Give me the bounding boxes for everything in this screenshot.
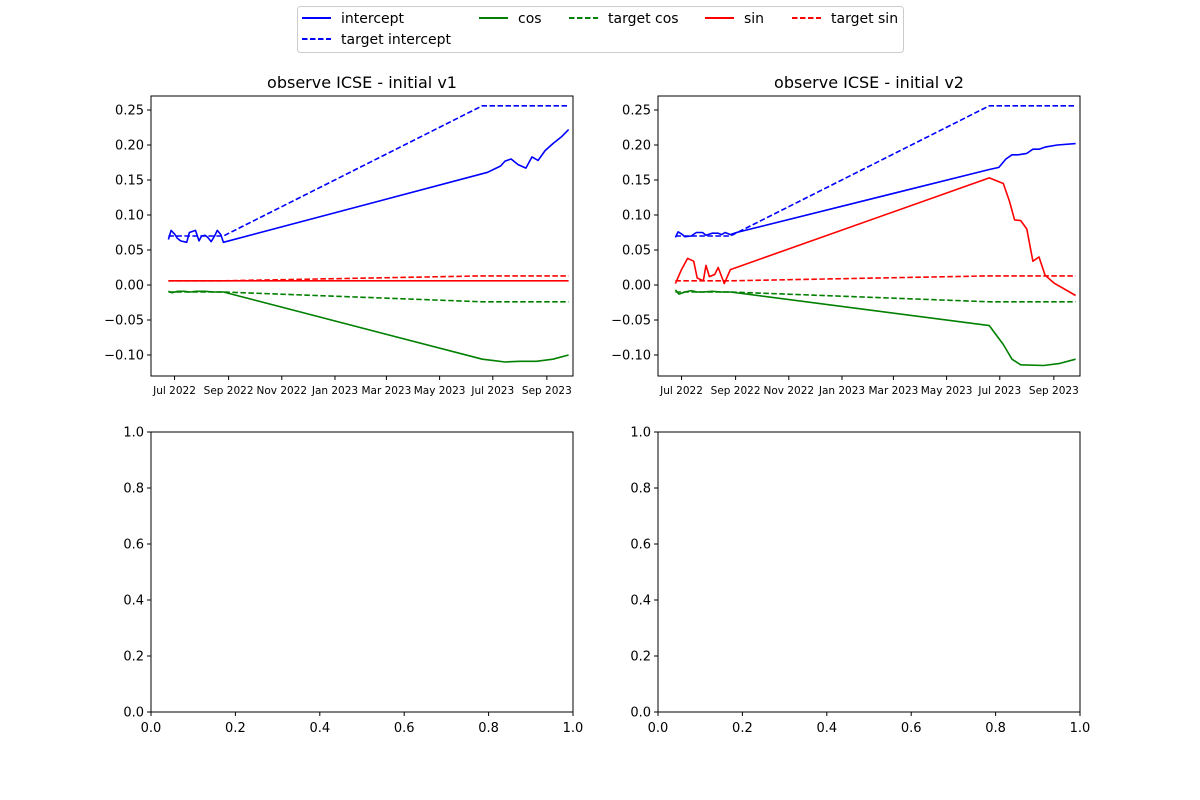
y-tick-label: 0.8 [630, 482, 651, 497]
x-tick-label: Nov 2022 [764, 385, 815, 397]
y-tick-label: 1.0 [630, 426, 651, 441]
subplot-4: 0.0 0.2 0.4 0.6 0.8 1.0 0.0 0.2 0.4 0.6 0.8 1.0 [630, 426, 1090, 737]
legend-label: target cos [608, 11, 679, 27]
y-tick-label: 0.0 [123, 706, 144, 721]
legend-label: target intercept [341, 32, 452, 48]
axes-frame [150, 431, 574, 713]
series-line-target-sin [168, 275, 569, 282]
legend-label: cos [518, 11, 542, 27]
legend: intercept target intercept cos target cos si… [297, 6, 904, 53]
x-tick-label: 1.0 [1070, 721, 1091, 736]
y-tick-label: 0.6 [123, 538, 144, 553]
x-tick-label: Jul 2023 [977, 385, 1021, 397]
x-tick-label: Mar 2023 [868, 385, 918, 397]
series-line-target-intercept [168, 105, 569, 237]
series-group [674, 105, 1077, 367]
y-tick-label: 0.20 [115, 139, 144, 154]
x-tick-label: 0.8 [985, 721, 1006, 736]
series-line-target-cos [168, 291, 569, 303]
x-tick-label: 0.6 [901, 721, 922, 736]
legend-item: cos [479, 11, 542, 27]
y-tick-label: 0.6 [630, 538, 651, 553]
x-tick-label: Sep 2023 [1029, 385, 1079, 397]
y-tick-label: 0.2 [630, 650, 651, 665]
y-tick-label: 0.4 [630, 594, 651, 609]
chart-title: observe ICSE - initial v1 [267, 73, 457, 92]
y-tick-label: 0.10 [115, 209, 144, 224]
y-tick-label: 0.2 [123, 650, 144, 665]
legend-item: sin [705, 11, 764, 27]
x-tick-label: Jan 2023 [311, 385, 358, 397]
series-line-intercept [674, 142, 1076, 238]
x-tick-label: Jul 2023 [470, 385, 514, 397]
y-tick-label: 0.4 [123, 594, 144, 609]
x-tick-label: Jul 2022 [659, 385, 703, 397]
series-group [167, 105, 570, 363]
y-tick-label: 0.00 [115, 279, 144, 294]
y-tick-label: 0.25 [622, 104, 651, 119]
x-tick-label: Mar 2023 [361, 385, 411, 397]
legend-item: intercept [302, 11, 405, 27]
series-line-target-sin [675, 275, 1076, 282]
x-tick-label: May 2023 [414, 385, 466, 397]
legend-item: target cos [569, 11, 679, 27]
x-tick-label: 0.0 [648, 721, 669, 736]
series-line-sin [674, 177, 1077, 297]
series-line-target-intercept [675, 105, 1076, 237]
legend-label: intercept [341, 11, 405, 27]
y-tick-label: −0.10 [104, 349, 144, 364]
y-tick-label: 0.8 [123, 482, 144, 497]
x-tick-label: 0.2 [225, 721, 246, 736]
subplot-1: 0.25 0.20 0.15 0.10 0.05 0.00 −0.05 −0.10 Jul 20… [104, 73, 574, 397]
y-tick-label: −0.05 [611, 314, 651, 329]
series-line-intercept [167, 129, 570, 244]
x-tick-label: Sep 2022 [711, 385, 761, 397]
x-tick-label: Jul 2022 [152, 385, 196, 397]
x-tick-label: 0.2 [732, 721, 753, 736]
legend-label: target sin [831, 11, 898, 27]
legend-box [297, 6, 904, 53]
y-tick-label: 0.20 [622, 139, 651, 154]
x-tick-label: May 2023 [921, 385, 973, 397]
x-tick-label: 0.4 [309, 721, 330, 736]
x-tick-label: Jan 2023 [818, 385, 865, 397]
y-tick-label: 0.0 [630, 706, 651, 721]
axes-frame [657, 95, 1081, 377]
legend-label: sin [744, 11, 764, 27]
x-tick-label: 0.6 [394, 721, 415, 736]
subplot-3: 0.0 0.2 0.4 0.6 0.8 1.0 0.0 0.2 0.4 0.6 0.8 1.0 [123, 426, 583, 737]
legend-item: target sin [792, 11, 898, 27]
x-tick-label: 0.0 [141, 721, 162, 736]
x-tick-label: Nov 2022 [257, 385, 308, 397]
axes-frame [657, 431, 1081, 713]
y-tick-label: 0.10 [622, 209, 651, 224]
y-tick-label: 1.0 [123, 426, 144, 441]
y-tick-label: 0.15 [622, 174, 651, 189]
y-tick-label: 0.15 [115, 174, 144, 189]
legend-item: target intercept [302, 32, 452, 48]
y-tick-label: −0.10 [611, 349, 651, 364]
y-tick-label: 0.05 [622, 244, 651, 259]
y-tick-label: 0.00 [622, 279, 651, 294]
x-tick-label: 1.0 [563, 721, 584, 736]
y-tick-label: 0.25 [115, 104, 144, 119]
x-tick-label: 0.4 [816, 721, 837, 736]
series-line-target-cos [675, 291, 1076, 303]
x-tick-label: 0.8 [478, 721, 499, 736]
chart-title: observe ICSE - initial v2 [774, 73, 964, 92]
x-tick-label: Sep 2023 [522, 385, 572, 397]
y-tick-label: 0.05 [115, 244, 144, 259]
x-tick-label: Sep 2022 [204, 385, 254, 397]
axes-frame [150, 95, 574, 377]
subplot-2: 0.25 0.20 0.15 0.10 0.05 0.00 −0.05 −0.10 Jul 20… [611, 73, 1081, 397]
y-tick-label: −0.05 [104, 314, 144, 329]
